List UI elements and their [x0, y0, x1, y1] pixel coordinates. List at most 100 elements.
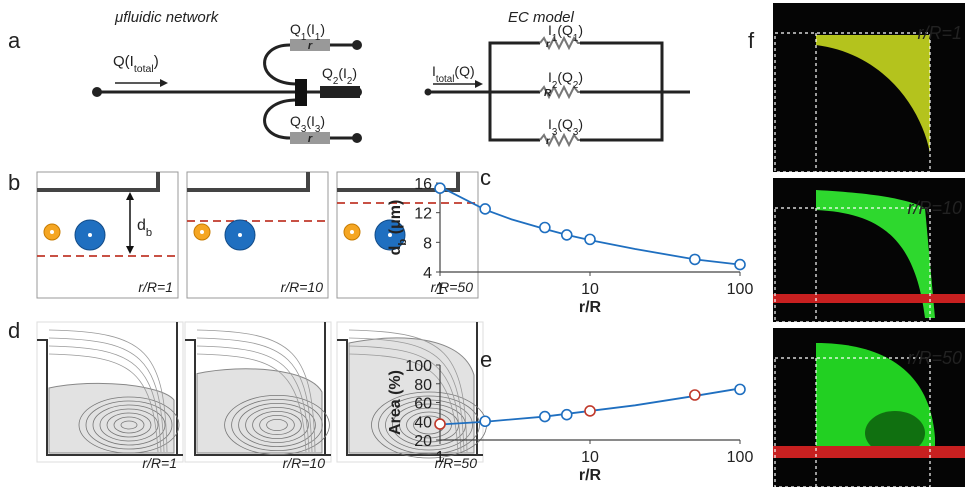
data-point	[690, 390, 700, 400]
label: Area (%)	[387, 370, 404, 435]
large-particle-core	[88, 233, 92, 237]
label-part: (Q	[557, 22, 573, 38]
label: Q3(I3)	[290, 113, 325, 135]
label-part: )	[320, 113, 325, 129]
x-tick-label: 10	[581, 449, 599, 466]
caption: r/R=10	[281, 279, 324, 295]
label-part: )	[320, 21, 325, 37]
y-tick-label: 8	[423, 235, 432, 252]
channel-wall	[37, 172, 158, 190]
label-part: Q	[322, 65, 333, 81]
data-point	[585, 234, 595, 244]
label: Q(Itotal)	[113, 53, 159, 75]
label-part: )	[578, 22, 583, 38]
label-part: Area (%)	[387, 370, 404, 435]
y-tick-label: 20	[414, 433, 432, 450]
label-part: Q(I	[113, 53, 134, 70]
data-point	[540, 412, 550, 422]
y-tick-label: 80	[414, 377, 432, 394]
x-tick-label: 100	[727, 281, 754, 298]
y-tick-label: 4	[423, 265, 432, 282]
y-tick-label: 40	[414, 414, 432, 431]
resistor-label: r	[308, 133, 313, 145]
panel-label: e	[480, 347, 492, 372]
arrow-head	[126, 192, 134, 200]
label-part: (μm)	[387, 200, 404, 239]
ec-node	[425, 89, 432, 96]
data-point	[585, 406, 595, 416]
label-part: Q	[290, 113, 301, 129]
panel-label: c	[480, 165, 491, 190]
data-point	[562, 230, 572, 240]
outlet-dot	[352, 40, 362, 50]
label-part: d	[137, 217, 146, 234]
data-point	[480, 416, 490, 426]
data-point	[540, 223, 550, 233]
arrow-head	[126, 246, 134, 254]
label-part: total	[436, 74, 455, 85]
label: db	[137, 217, 152, 239]
label-part: )	[578, 69, 583, 85]
resistor-label: R	[544, 88, 552, 99]
data-point	[735, 384, 745, 394]
small-particle-core	[200, 230, 204, 234]
data-point	[735, 260, 745, 270]
y-tick-label: 100	[405, 358, 432, 375]
caption: r/R=1	[917, 23, 962, 43]
label: Itotal(Q)	[432, 63, 475, 85]
data-point	[435, 419, 445, 429]
label: db (μm)	[387, 200, 409, 256]
fluorescence-red	[773, 446, 965, 458]
fluorescence-red	[773, 294, 965, 303]
label-part: )	[154, 53, 159, 70]
large-particle-core	[238, 233, 242, 237]
caption: r/R=10	[283, 455, 326, 471]
small-particle-core	[50, 230, 54, 234]
data-point	[480, 204, 490, 214]
data-point	[690, 254, 700, 264]
label-part: )	[352, 65, 357, 81]
figure: a b d f μfluidic network EC model r R r …	[0, 0, 965, 487]
panel-label: b	[8, 170, 20, 195]
label-part: (I	[306, 21, 315, 37]
label-part: )	[578, 116, 583, 132]
panel-b: r/R=1r/R=10r/R=50db	[37, 172, 478, 298]
y-tick-label: 16	[414, 176, 432, 193]
x-tick-label: 100	[727, 449, 754, 466]
caption: r/R=10	[907, 198, 962, 218]
data-point	[435, 183, 445, 193]
panel-f: r/R=1 r/R=10 r/R=50	[773, 3, 965, 487]
panel-label: a	[8, 28, 21, 53]
resistor-label: R	[336, 87, 344, 99]
inlet-dot	[92, 87, 102, 97]
outlet-dot	[352, 133, 362, 143]
x-tick-label: 1	[436, 449, 445, 466]
x-tick-label: 1	[436, 281, 445, 298]
panel-label: f	[748, 28, 755, 53]
label-part: total	[134, 63, 154, 75]
small-particle-core	[350, 230, 354, 234]
y-tick-label: 60	[414, 396, 432, 413]
data-point	[562, 410, 572, 420]
label-part: (I	[338, 65, 347, 81]
label-part: (Q	[557, 116, 573, 132]
label-part: (Q)	[454, 63, 474, 79]
network-title: μfluidic network	[114, 9, 220, 26]
caption: r/R=1	[142, 455, 177, 471]
y-tick-label: 12	[414, 206, 432, 223]
label: Q2(I2)	[322, 65, 357, 87]
label: I2(Q2)	[548, 69, 583, 91]
resistor-label: r	[308, 40, 313, 52]
junction	[295, 79, 307, 106]
caption: r/R=1	[138, 279, 173, 295]
panel-label: d	[8, 318, 20, 343]
label: I3(Q3)	[548, 116, 583, 138]
label-part: b	[146, 227, 152, 239]
x-axis-label: r/R	[579, 299, 602, 316]
label-part: Q	[290, 21, 301, 37]
label-part: (I	[306, 113, 315, 129]
x-axis-label: r/R	[579, 467, 602, 484]
label-part: d	[387, 246, 404, 256]
caption: r/R=50	[907, 348, 962, 368]
label-part: (Q	[557, 69, 573, 85]
